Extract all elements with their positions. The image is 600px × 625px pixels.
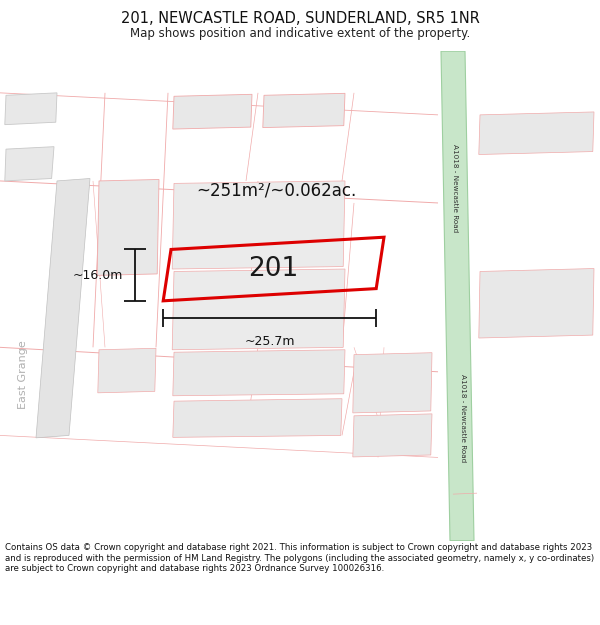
Polygon shape [173,94,252,129]
Text: Map shows position and indicative extent of the property.: Map shows position and indicative extent… [130,27,470,40]
Polygon shape [98,348,156,393]
Polygon shape [441,51,474,541]
Text: 201, NEWCASTLE ROAD, SUNDERLAND, SR5 1NR: 201, NEWCASTLE ROAD, SUNDERLAND, SR5 1NR [121,11,479,26]
Text: ~251m²/~0.062ac.: ~251m²/~0.062ac. [196,182,356,200]
Polygon shape [173,399,342,437]
Polygon shape [5,93,57,124]
Polygon shape [263,93,345,128]
Polygon shape [172,181,345,269]
Text: A1018 - Newcastle Road: A1018 - Newcastle Road [452,144,458,232]
Text: A1018 - Newcastle Road: A1018 - Newcastle Road [460,374,466,462]
Text: 201: 201 [248,256,299,282]
Text: ~25.7m: ~25.7m [244,335,295,348]
Text: East Grange: East Grange [18,340,28,409]
Polygon shape [36,179,90,438]
Polygon shape [479,269,594,338]
Polygon shape [479,112,594,154]
Polygon shape [173,350,345,396]
Text: ~16.0m: ~16.0m [73,269,123,282]
Polygon shape [172,269,345,350]
Polygon shape [353,352,432,413]
Polygon shape [97,179,159,276]
Polygon shape [353,414,432,457]
Text: Contains OS data © Crown copyright and database right 2021. This information is : Contains OS data © Crown copyright and d… [5,543,594,573]
Polygon shape [5,147,54,181]
